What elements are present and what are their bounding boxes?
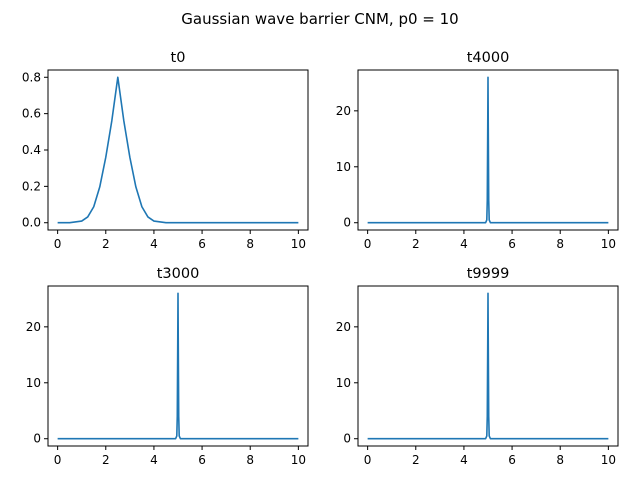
subplot-title: t9999 — [467, 266, 510, 282]
x-tick-label: 0 — [364, 453, 372, 467]
subplot-t3000: t3000 0 2 4 6 8 10 0 10 20 — [26, 266, 309, 467]
series-line — [367, 76, 609, 224]
x-tick-label: 10 — [291, 237, 306, 251]
figure-title: Gaussian wave barrier CNM, p0 = 10 — [181, 10, 458, 28]
x-tick-label: 10 — [601, 453, 616, 467]
axes-frame — [47, 69, 309, 231]
x-tick-label: 2 — [102, 237, 110, 251]
y-tick-label: 20 — [336, 104, 351, 118]
series-line — [57, 292, 299, 440]
x-tick-label: 2 — [102, 453, 110, 467]
series-line — [57, 76, 299, 224]
y-tick-label: 0 — [343, 216, 351, 230]
x-tick-label: 8 — [556, 453, 564, 467]
y-tick-label: 0.6 — [22, 107, 41, 121]
x-tick-label: 6 — [198, 453, 206, 467]
axes-frame — [357, 69, 619, 231]
axes-frame — [47, 285, 309, 447]
subplot-title: t0 — [171, 50, 186, 66]
x-tick-label: 8 — [246, 453, 254, 467]
subplot-t9999: t9999 0 2 4 6 8 10 0 10 20 — [336, 266, 619, 467]
x-tick-label: 6 — [508, 453, 516, 467]
y-tick-label: 0 — [343, 432, 351, 446]
x-tick-label: 0 — [54, 453, 62, 467]
series-line — [367, 292, 609, 440]
y-tick-label: 0.4 — [22, 143, 41, 157]
subplot-title: t4000 — [467, 50, 510, 66]
x-tick-label: 2 — [412, 237, 420, 251]
x-tick-label: 4 — [150, 453, 158, 467]
y-tick-label: 0 — [33, 432, 41, 446]
axes-frame — [357, 285, 619, 447]
subplot-t4000: t4000 0 2 4 6 8 10 0 10 20 — [336, 50, 619, 251]
y-tick-label: 0.0 — [22, 216, 41, 230]
x-tick-label: 8 — [556, 237, 564, 251]
x-tick-label: 4 — [460, 453, 468, 467]
x-tick-label: 4 — [460, 237, 468, 251]
x-tick-label: 8 — [246, 237, 254, 251]
subplot-title: t3000 — [157, 266, 200, 282]
x-tick-label: 2 — [412, 453, 420, 467]
x-tick-label: 0 — [54, 237, 62, 251]
y-tick-label: 20 — [26, 320, 41, 334]
y-tick-label: 10 — [26, 376, 41, 390]
y-tick-label: 10 — [336, 376, 351, 390]
x-tick-label: 4 — [150, 237, 158, 251]
x-tick-label: 6 — [198, 237, 206, 251]
x-tick-label: 6 — [508, 237, 516, 251]
x-tick-label: 10 — [601, 237, 616, 251]
x-tick-label: 0 — [364, 237, 372, 251]
y-tick-label: 0.2 — [22, 179, 41, 193]
subplot-t0: t0 0 2 4 6 8 10 0.0 0.2 0.4 0.6 0.8 — [22, 50, 309, 251]
x-tick-label: 10 — [291, 453, 306, 467]
y-tick-label: 20 — [336, 320, 351, 334]
y-tick-label: 0.8 — [22, 70, 41, 84]
y-tick-label: 10 — [336, 160, 351, 174]
